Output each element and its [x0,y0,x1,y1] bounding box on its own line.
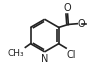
Text: Cl: Cl [67,50,76,60]
Text: O: O [64,3,71,13]
Text: N: N [41,54,48,64]
Text: CH₃: CH₃ [7,49,24,58]
Text: O: O [78,19,86,29]
